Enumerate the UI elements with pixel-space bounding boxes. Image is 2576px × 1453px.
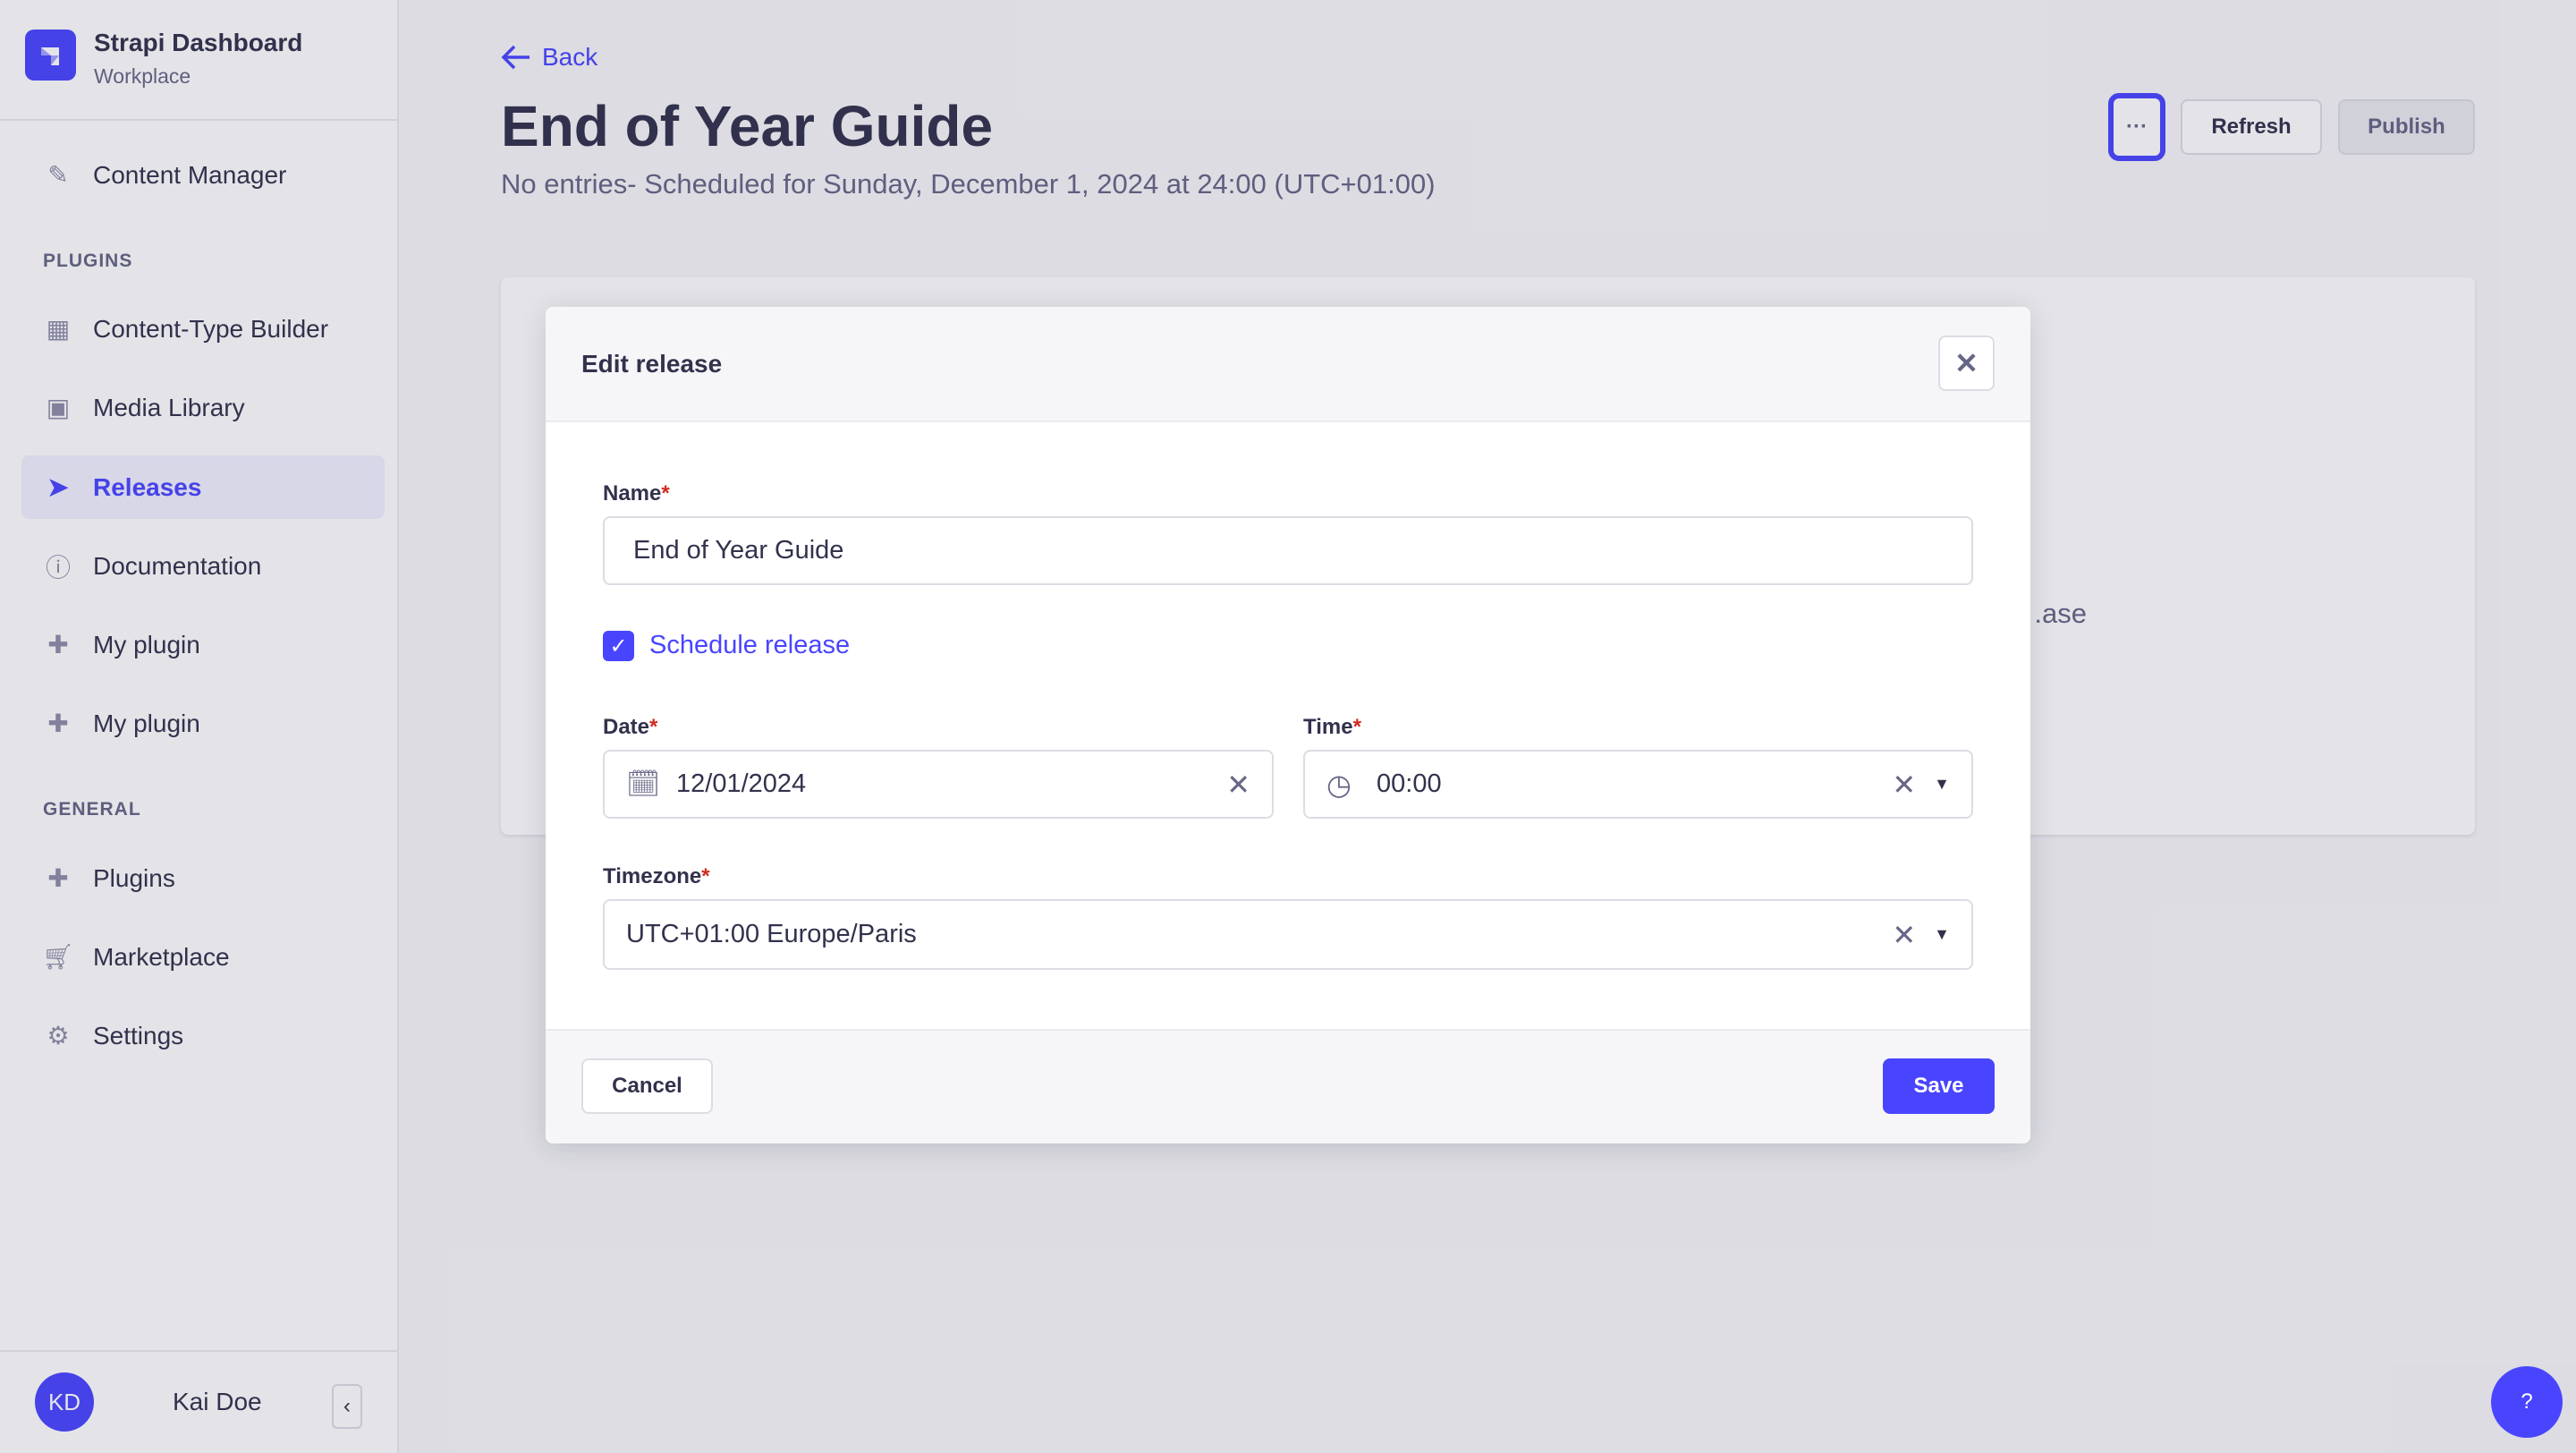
sidebar-item-my-plugin[interactable]: ✚ My plugin [21,613,385,676]
puzzle-icon: ✚ [47,631,69,659]
close-icon: ✕ [1954,347,1979,379]
cart-icon: 🛒︎ [42,943,74,971]
sidebar-item-label: Content-Type Builder [93,314,329,343]
time-value: 00:00 [1377,769,1442,798]
timezone-select[interactable]: UTC+01:00 Europe/Paris ✕ ▼ [603,899,1973,970]
sidebar-item-label: Marketplace [93,942,230,971]
chevron-left-icon: ‹ [343,1394,351,1418]
sidebar: Strapi Dashboard Workplace ✎ Content Mana… [0,0,399,1453]
help-button[interactable]: ? [2491,1366,2563,1438]
section-heading-general: GENERAL [43,799,141,820]
timezone-label: Timezone* [603,864,710,888]
name-input[interactable]: End of Year Guide [603,516,1973,585]
sidebar-item-content-type-builder[interactable]: ▦ Content-Type Builder [21,297,385,361]
schedule-release-checkbox[interactable]: ✓ [603,631,634,661]
date-label: Date* [603,715,658,739]
name-label: Name* [603,481,670,506]
modal-footer [546,1029,2030,1143]
sidebar-item-label: Plugins [93,863,175,892]
sidebar-item-releases[interactable]: ➤ Releases [21,455,385,519]
gear-icon: ⚙ [47,1022,70,1049]
workspace-title: Strapi Dashboard [94,29,303,56]
sidebar-item-label: My plugin [93,630,200,659]
strapi-logo [25,30,76,81]
back-link[interactable]: Back [501,43,597,72]
caret-down-icon[interactable]: ▼ [1934,775,1950,793]
divider [0,119,399,121]
paper-plane-icon: ➤ [47,473,69,501]
layout-icon: ▦ [46,315,71,343]
calendar-icon: 🗓︎ [626,769,661,799]
save-button[interactable]: Save [1883,1058,1995,1114]
picture-icon: ▣ [46,394,71,421]
clear-time-icon[interactable]: ✕ [1892,768,1917,801]
sidebar-item-plugins[interactable]: ✚ Plugins [21,846,385,910]
sidebar-item-label: My plugin [93,709,200,737]
sidebar-item-settings[interactable]: ⚙ Settings [21,1004,385,1067]
sidebar-item-label: Media Library [93,393,245,421]
sidebar-item-label: Settings [93,1021,184,1049]
edit-release-modal: Edit release ✕ Name* End of Year Guide ✓… [546,307,2030,1143]
modal-header [546,307,2030,422]
timezone-value: UTC+01:00 Europe/Paris [626,920,917,948]
modal-title: Edit release [581,350,723,378]
more-actions-button[interactable]: ··· [2108,93,2165,161]
sidebar-item-documentation[interactable]: ⓘ Documentation [21,534,385,598]
clear-date-icon[interactable]: ✕ [1226,768,1250,801]
sidebar-item-my-plugin-2[interactable]: ✚ My plugin [21,692,385,755]
schedule-release-label[interactable]: Schedule release [649,631,851,659]
sidebar-item-marketplace[interactable]: 🛒︎ Marketplace [21,925,385,989]
collapse-sidebar-button[interactable]: ‹ [332,1384,362,1429]
date-value: 12/01/2024 [676,769,807,798]
close-button[interactable]: ✕ [1938,336,1995,391]
refresh-button[interactable]: Refresh [2181,99,2322,155]
clock-icon: ◷ [1326,768,1352,801]
user-name[interactable]: Kai Doe [173,1388,262,1415]
date-input[interactable]: 🗓︎ 12/01/2024 ✕ [603,750,1274,819]
puzzle-icon: ✚ [47,710,69,737]
clear-timezone-icon[interactable]: ✕ [1892,918,1917,951]
section-heading-plugins: PLUGINS [43,251,133,271]
sidebar-item-content-manager[interactable]: ✎ Content Manager [21,143,385,207]
name-value: End of Year Guide [633,536,844,565]
publish-button[interactable]: Publish [2338,99,2475,155]
sidebar-item-label: Releases [93,472,202,501]
sidebar-item-label: Documentation [93,551,262,580]
avatar[interactable]: KD [35,1372,94,1432]
divider [0,1350,399,1352]
more-icon: ··· [2126,115,2148,139]
time-label: Time* [1303,715,1361,739]
page-subtitle: No entries- Scheduled for Sunday, Decemb… [501,168,1436,200]
puzzle-icon: ✚ [47,864,69,892]
empty-state-text: ase. [2034,598,2087,629]
info-icon: ⓘ [45,553,71,582]
time-select[interactable]: ◷ 00:00 ✕ ▼ [1303,750,1973,819]
feather-icon: ✎ [47,161,69,189]
caret-down-icon[interactable]: ▼ [1934,925,1950,943]
arrow-left-icon [501,45,530,70]
page-title: End of Year Guide [501,94,994,158]
sidebar-item-label: Content Manager [93,160,287,189]
cancel-button[interactable]: Cancel [581,1058,713,1114]
workspace-subtitle: Workplace [94,64,191,88]
back-label: Back [542,43,598,71]
sidebar-item-media-library[interactable]: ▣ Media Library [21,376,385,439]
check-icon: ✓ [609,633,628,659]
